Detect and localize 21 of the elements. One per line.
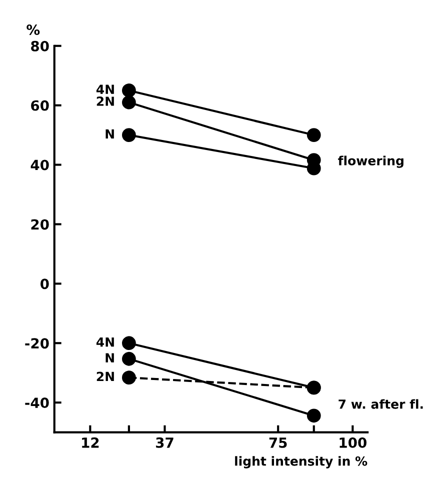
y-tick-label: -40 <box>25 398 49 408</box>
y-axis-title: % <box>26 24 40 35</box>
series-label: 4N <box>96 84 114 94</box>
annotation: flowering <box>338 156 404 168</box>
series-label: 2N <box>96 96 114 106</box>
x-tick-label: 12 <box>82 437 99 448</box>
y-tick-label: 20 <box>31 219 49 230</box>
series-label: 2N <box>96 372 114 382</box>
y-tick-label: 60 <box>31 100 49 111</box>
series-label: N <box>106 129 114 139</box>
y-tick-label: 80 <box>31 40 49 52</box>
y-tick-label: 40 <box>30 160 49 170</box>
y-tick-label: -20 <box>25 338 49 349</box>
series-label: 4N <box>96 337 114 347</box>
x-tick-label: 75 <box>269 438 287 448</box>
y-tick-label: 0 <box>40 278 49 290</box>
series-label: N <box>106 353 114 362</box>
x-tick-label: 37 <box>156 437 174 448</box>
annotation: 7 w. after fl. <box>338 399 423 409</box>
x-tick-label: 100 <box>340 437 366 448</box>
x-axis-title: light intensity in % <box>235 456 368 468</box>
